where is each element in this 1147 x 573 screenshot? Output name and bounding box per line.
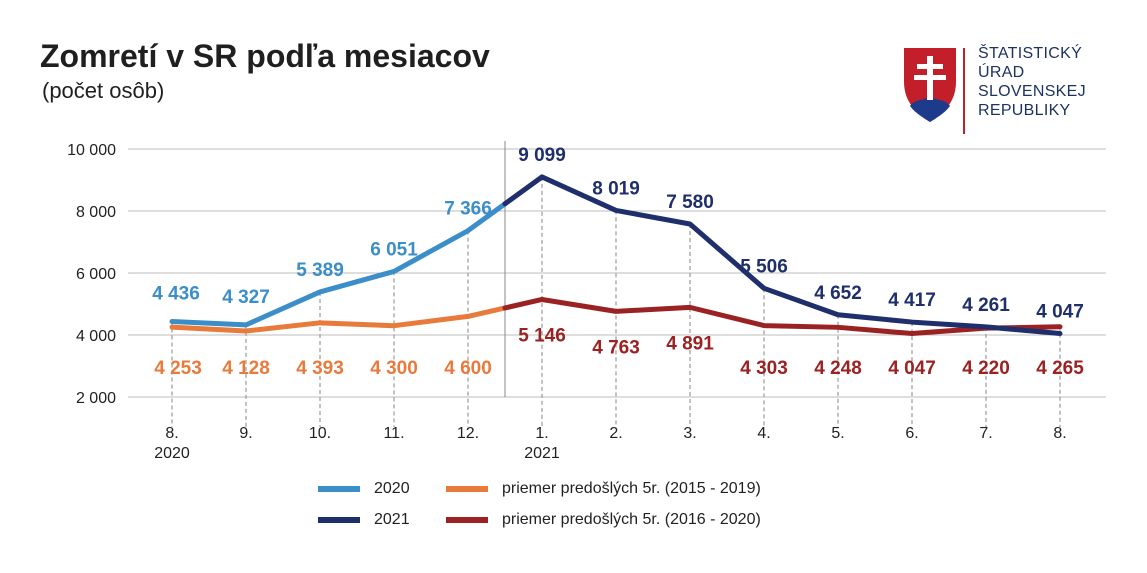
legend-label: priemer predošlých 5r. (2015 - 2019) bbox=[502, 480, 761, 497]
data-label-avg-2016-2020: 4 891 bbox=[666, 333, 714, 354]
avg-connector-b bbox=[502, 296, 545, 311]
data-label-avg-2015-2019: 4 600 bbox=[444, 358, 492, 379]
series-line-avg-2015-2019 bbox=[169, 313, 471, 334]
data-label-2021: 7 580 bbox=[666, 192, 714, 213]
legend-item-avg-2015-2019: priemer predošlých 5r. (2015 - 2019) bbox=[446, 480, 761, 498]
chart-title: Zomretí v SR podľa mesiacov bbox=[40, 38, 490, 74]
x-year-label: 2021 bbox=[524, 445, 560, 462]
legend-label: 2020 bbox=[374, 480, 410, 497]
x-tick-label: 9. bbox=[239, 425, 252, 442]
x-tick-label: 10. bbox=[309, 425, 331, 442]
legend-swatch bbox=[446, 516, 488, 523]
data-label-avg-2016-2020: 4 265 bbox=[1036, 358, 1084, 379]
x-tick-label: 11. bbox=[383, 425, 404, 442]
x-tick-label: 12. bbox=[457, 425, 479, 442]
logo-wordmark: ŠTATISTICKÝ ÚRAD SLOVENSKEJ REPUBLIKY bbox=[978, 44, 1086, 120]
data-label-2021: 4 047 bbox=[1036, 302, 1084, 323]
y-tick-label: 10 000 bbox=[67, 142, 116, 159]
x-tick-label: 5. bbox=[831, 425, 844, 442]
legend-label: 2021 bbox=[374, 511, 410, 528]
logo-line: REPUBLIKY bbox=[978, 102, 1071, 119]
legend-swatch bbox=[318, 485, 360, 492]
data-label-2020: 4 436 bbox=[152, 283, 200, 304]
y-tick-label: 8 000 bbox=[76, 204, 116, 221]
data-label-avg-2015-2019: 4 128 bbox=[222, 358, 270, 379]
series-line-avg-2016-2020 bbox=[539, 296, 1063, 337]
data-label-avg-2015-2019: 4 393 bbox=[296, 358, 344, 379]
x-year-label: 2020 bbox=[154, 445, 190, 462]
x-tick-label: 6. bbox=[905, 425, 918, 442]
y-tick-label: 6 000 bbox=[76, 266, 116, 283]
data-label-avg-2015-2019: 4 253 bbox=[154, 358, 202, 379]
chart-subtitle: (počet osôb) bbox=[42, 78, 165, 103]
data-label-2021: 8 019 bbox=[592, 178, 640, 199]
data-label-avg-2016-2020: 4 220 bbox=[962, 358, 1010, 379]
x-tick-label: 3. bbox=[683, 425, 696, 442]
data-label-avg-2015-2019: 4 300 bbox=[370, 358, 418, 379]
y-tick-label: 2 000 bbox=[76, 390, 116, 407]
year-connector-a bbox=[465, 201, 508, 234]
data-label-2020: 5 389 bbox=[296, 260, 344, 281]
data-label-2021: 4 417 bbox=[888, 290, 936, 311]
data-label-avg-2016-2020: 4 763 bbox=[592, 337, 640, 358]
x-tick-label: 4. bbox=[757, 425, 770, 442]
y-tick-label: 4 000 bbox=[76, 328, 116, 345]
x-tick-label: 7. bbox=[979, 425, 992, 442]
data-label-avg-2016-2020: 4 303 bbox=[740, 358, 788, 379]
logo-line: ÚRAD bbox=[978, 64, 1025, 81]
logo-line: ŠTATISTICKÝ bbox=[978, 45, 1083, 62]
data-label-2020: 7 366 bbox=[444, 199, 492, 220]
legend-item-avg-2016-2020: priemer predošlých 5r. (2016 - 2020) bbox=[446, 511, 761, 529]
x-tick-label: 8. bbox=[165, 425, 178, 442]
x-tick-label: 2. bbox=[609, 425, 622, 442]
x-tick-label: 8. bbox=[1053, 425, 1066, 442]
series-line-2020 bbox=[169, 228, 471, 328]
data-label-avg-2016-2020: 5 146 bbox=[518, 325, 566, 346]
logo-divider bbox=[963, 48, 965, 134]
data-label-2021: 4 261 bbox=[962, 295, 1010, 316]
data-label-2020: 4 327 bbox=[222, 287, 270, 308]
data-label-avg-2016-2020: 4 047 bbox=[888, 358, 936, 379]
slovak-coat-of-arms-logo bbox=[904, 48, 956, 122]
data-label-2021: 5 506 bbox=[740, 256, 788, 277]
x-tick-label: 1. bbox=[535, 425, 548, 442]
data-label-2021: 9 099 bbox=[518, 145, 566, 166]
legend-label: priemer predošlých 5r. (2016 - 2020) bbox=[502, 511, 761, 528]
data-label-2021: 4 652 bbox=[814, 283, 862, 304]
avg-connector-a bbox=[465, 305, 508, 319]
series-line-2021 bbox=[539, 174, 1063, 337]
legend-item-2020: 2020 bbox=[318, 480, 410, 498]
year-connector-b bbox=[502, 174, 545, 207]
data-label-2020: 6 051 bbox=[370, 239, 418, 260]
data-label-avg-2016-2020: 4 248 bbox=[814, 358, 862, 379]
legend-item-2021: 2021 bbox=[318, 511, 410, 529]
logo-line: SLOVENSKEJ bbox=[978, 83, 1086, 100]
legend-swatch bbox=[318, 516, 360, 523]
legend-swatch bbox=[446, 485, 488, 492]
